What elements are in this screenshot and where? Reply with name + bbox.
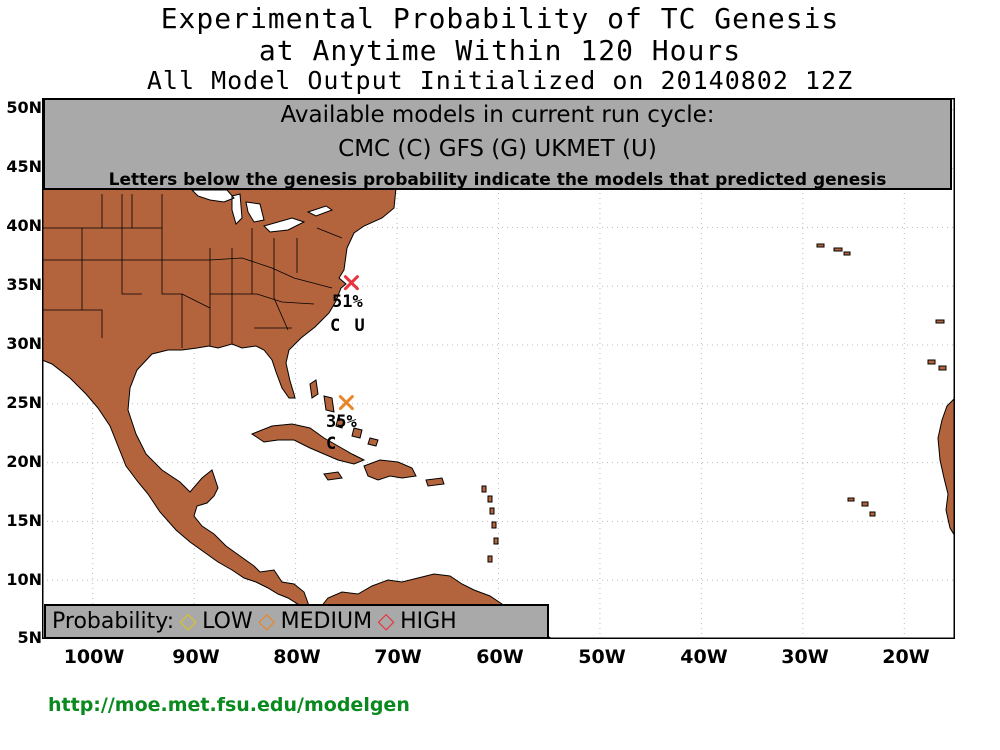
source-url-link[interactable]: http://moe.met.fsu.edu/modelgen bbox=[48, 694, 410, 716]
genesis-models-label: C U bbox=[330, 316, 367, 336]
info-models: CMC (C) GFS (G) UKMET (U) bbox=[338, 136, 657, 162]
lon-label: 70W bbox=[374, 646, 422, 668]
state-borders bbox=[42, 194, 343, 348]
title-line-3: All Model Output Initialized on 20140802… bbox=[146, 66, 854, 95]
lesser-antilles bbox=[481, 485, 499, 563]
africa-landmass bbox=[937, 397, 955, 537]
lat-label: 15N bbox=[6, 511, 42, 530]
genesis-marker-stroke bbox=[343, 275, 359, 291]
atlantic-islands bbox=[816, 243, 947, 517]
lat-label: 45N bbox=[6, 157, 42, 176]
info-heading: Available models in current run cycle: bbox=[280, 102, 715, 128]
genesis-marker-stroke bbox=[338, 395, 354, 411]
jamaica bbox=[323, 471, 343, 481]
models-info-box: Available models in current run cycle: C… bbox=[43, 98, 952, 190]
lon-label: 30W bbox=[781, 646, 829, 668]
lat-label: 50N bbox=[6, 98, 42, 117]
legend-item-high: HIGH bbox=[400, 609, 457, 634]
puerto-rico bbox=[425, 477, 445, 487]
lat-label: 20N bbox=[6, 452, 42, 471]
legend-title: Probability: bbox=[52, 609, 175, 634]
north-america-landmass bbox=[42, 187, 397, 611]
hispaniola bbox=[363, 459, 417, 481]
lat-label: 10N bbox=[6, 570, 42, 589]
diamond-icon: ◇ bbox=[258, 609, 276, 634]
info-note: Letters below the genesis probability in… bbox=[108, 170, 887, 190]
genesis-models-label: C bbox=[326, 434, 339, 454]
lat-label: 5N bbox=[17, 628, 42, 647]
lon-label: 60W bbox=[476, 646, 524, 668]
title-line-2: at Anytime Within 120 Hours bbox=[258, 34, 742, 67]
lat-label: 40N bbox=[6, 216, 42, 235]
genesis-markers bbox=[338, 275, 359, 411]
genesis-marker-x-icon bbox=[343, 275, 359, 291]
probability-legend: Probability: ◇ LOW ◇ MEDIUM ◇ HIGH bbox=[44, 604, 549, 639]
lat-label: 35N bbox=[6, 275, 42, 294]
lon-label: 20W bbox=[882, 646, 930, 668]
diamond-icon: ◇ bbox=[179, 609, 197, 634]
lat-label: 30N bbox=[6, 334, 42, 353]
bahamas bbox=[309, 379, 379, 447]
legend-item-medium: MEDIUM bbox=[280, 609, 373, 634]
diamond-icon: ◇ bbox=[377, 609, 395, 634]
title-line-1: Experimental Probability of TC Genesis bbox=[160, 2, 840, 35]
legend-item-low: LOW bbox=[202, 609, 253, 634]
genesis-probability-label: 35% bbox=[326, 412, 357, 432]
lat-label: 25N bbox=[6, 393, 42, 412]
genesis-probability-label: 51% bbox=[332, 292, 363, 312]
lon-label: 40W bbox=[680, 646, 728, 668]
lon-label: 100W bbox=[63, 646, 125, 668]
lon-label: 80W bbox=[273, 646, 321, 668]
lon-label: 90W bbox=[172, 646, 220, 668]
cuba bbox=[250, 423, 366, 465]
genesis-marker-x-icon bbox=[338, 395, 354, 411]
great-lakes bbox=[190, 189, 334, 233]
lon-label: 50W bbox=[578, 646, 626, 668]
